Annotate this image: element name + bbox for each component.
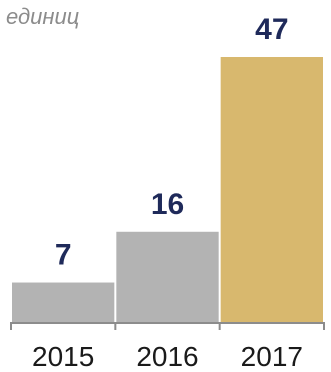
value-label-2017: 47 — [255, 13, 288, 46]
bar-2017 — [220, 57, 323, 322]
unit-label: единиц — [6, 4, 80, 29]
x-ticks-group — [10, 322, 325, 330]
bar-2015 — [12, 282, 115, 322]
value-label-2015: 7 — [55, 239, 72, 272]
bar-2016 — [116, 231, 219, 322]
x-tick-label-2016: 2016 — [136, 341, 198, 372]
x-tick-labels-group: 2015 2016 2017 — [32, 341, 303, 372]
x-tick-label-2017: 2017 — [241, 341, 303, 372]
x-tick-label-2015: 2015 — [32, 341, 94, 372]
value-label-2016: 16 — [151, 188, 184, 221]
bars-group — [12, 57, 323, 322]
value-labels-group: 7 16 47 — [55, 13, 289, 272]
